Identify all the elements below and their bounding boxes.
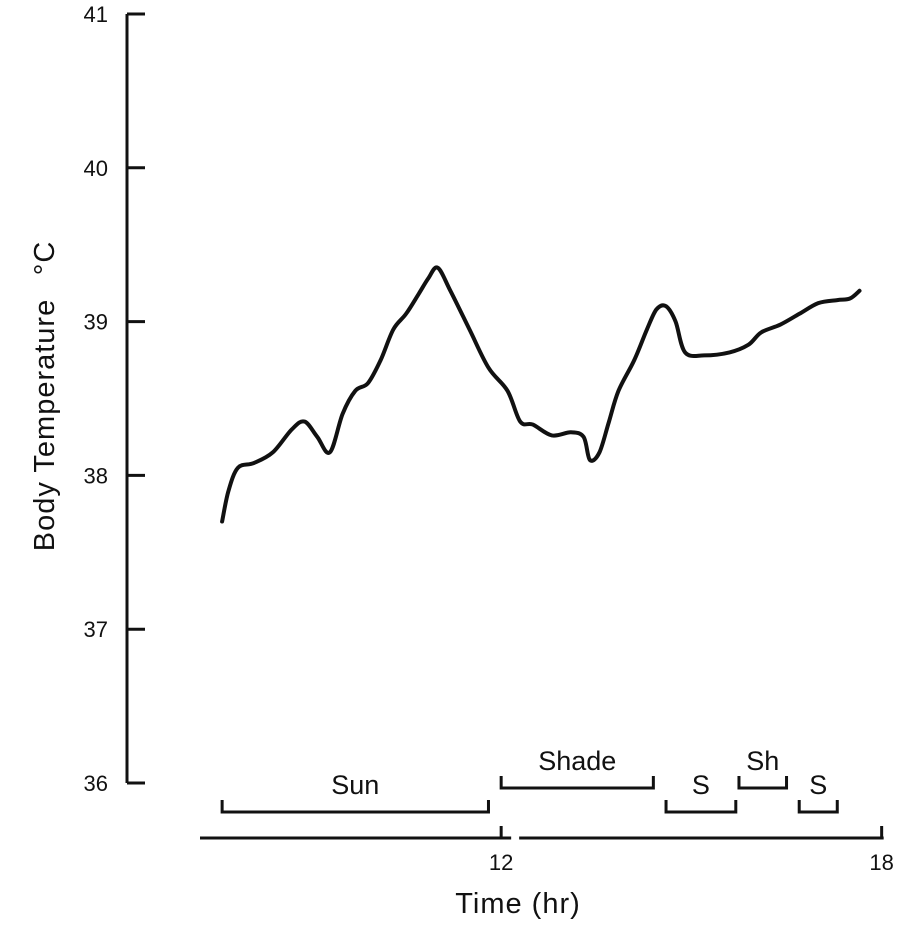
activity-periods: Sun Shade S Sh S [220,746,839,814]
y-tick-label: 37 [84,617,108,642]
y-tick-label: 36 [84,771,108,796]
y-axis-title: Body Temperature [29,299,61,551]
period-bracket [499,776,655,790]
y-axis-label: Body Temperature [29,299,61,551]
x-tick-label: 18 [869,850,893,875]
x-axis-ticks: 12 18 [489,826,894,875]
x-tick-label: 12 [489,850,513,875]
y-axis-unit: °C [29,241,61,276]
period-label: Sun [331,770,379,800]
period-bracket [220,800,490,814]
y-tick-label: 40 [84,156,108,181]
body-temperature-line [220,265,862,524]
period-bracket [737,776,789,790]
period-label: S [692,770,710,800]
y-axis-ticks: 36 37 38 39 40 41 [84,2,145,796]
y-axis-unit-label: °C [29,241,61,276]
period-label: S [809,770,827,800]
x-axis-label: Time (hr) [455,888,581,920]
y-tick-label: 38 [84,463,108,488]
period-bracket [797,800,839,814]
y-tick-label: 41 [84,2,108,27]
period-label: Sh [746,746,779,776]
period-label: Shade [538,746,616,776]
period-bracket [664,800,738,814]
y-tick-label: 39 [84,310,108,335]
